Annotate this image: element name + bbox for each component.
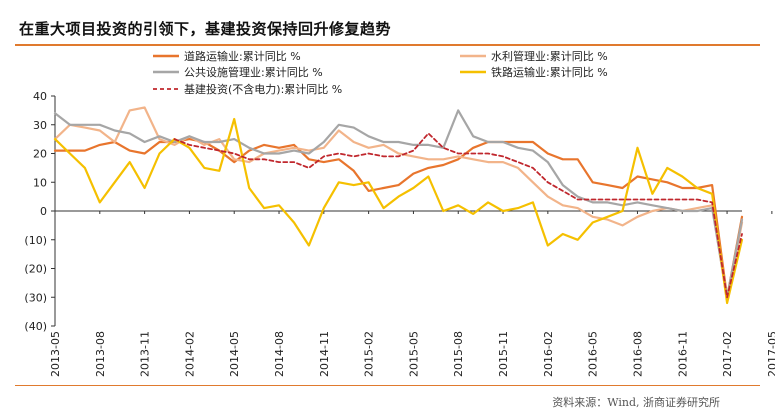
x-tick-label: 2015-11 <box>497 331 510 377</box>
x-tick-label: 2016-05 <box>587 331 600 377</box>
y-tick-label: 20 <box>33 148 47 161</box>
legend-label: 铁路运输业:累计同比 % <box>491 65 608 79</box>
y-tick-label: 0 <box>40 205 47 218</box>
chart-title: 在重大项目投资的引领下，基建投资保持回升修复趋势 <box>19 20 392 38</box>
y-tick-label: (10) <box>24 234 47 247</box>
axes: 40 30 20 10 0 (10) (20) (30) (40)2013-05 2013-08 2… <box>24 90 775 377</box>
x-tick-label: 2014-08 <box>273 331 286 377</box>
source-note: 资料来源：Wind, 浙商证券研究所 <box>552 396 720 409</box>
x-tick-label: 2017-05 <box>766 331 775 377</box>
source-rule <box>15 385 760 386</box>
x-tick-label: 2013-05 <box>49 331 62 377</box>
series-lines <box>53 106 744 305</box>
x-tick-label: 2014-05 <box>228 331 241 377</box>
x-tick-label: 2013-08 <box>94 331 107 377</box>
legend: 道路运输业:累计同比 % 水利管理业:累计同比 % 公共设施管理业:累计同比 % 铁路… <box>153 49 608 96</box>
x-tick-label: 2015-02 <box>363 331 376 377</box>
series-line-3 <box>53 109 744 299</box>
legend-label: 道路运输业:累计同比 % <box>184 49 301 63</box>
x-tick-label: 2016-08 <box>631 331 644 377</box>
y-tick-label: 10 <box>33 176 47 189</box>
y-tick-label: (40) <box>24 320 47 333</box>
y-tick-label: 40 <box>33 90 47 103</box>
title-rule <box>15 44 760 46</box>
x-tick-label: 2016-02 <box>542 331 555 377</box>
x-tick-label: 2014-02 <box>183 331 196 377</box>
legend-label: 基建投资(不含电力):累计同比 % <box>184 82 342 96</box>
x-tick-label: 2013-11 <box>139 331 152 377</box>
series-line-1 <box>53 138 744 299</box>
legend-label: 水利管理业:累计同比 % <box>491 49 608 63</box>
x-tick-label: 2014-11 <box>318 331 331 377</box>
y-tick-label: (30) <box>24 291 47 304</box>
series-line-5 <box>173 132 743 299</box>
y-tick-label: (20) <box>24 263 47 276</box>
x-tick-label: 2015-05 <box>407 331 420 377</box>
x-tick-label: 2017-02 <box>721 331 734 377</box>
legend-label: 公共设施管理业:累计同比 % <box>184 65 323 79</box>
y-tick-label: 30 <box>33 119 47 132</box>
series-line-4 <box>53 117 744 305</box>
x-tick-label: 2015-08 <box>452 331 465 377</box>
x-tick-label: 2016-11 <box>676 331 689 377</box>
